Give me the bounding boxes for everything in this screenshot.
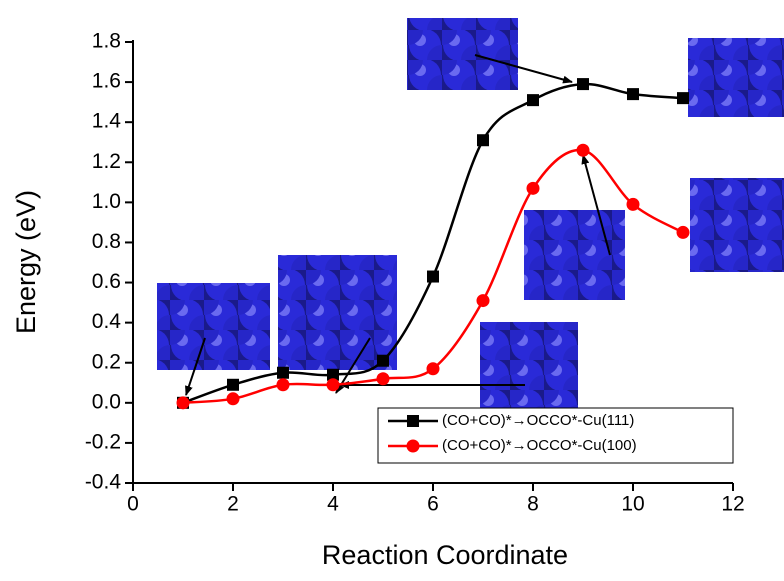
data-point (527, 94, 539, 107)
data-point (476, 294, 490, 308)
data-point (376, 372, 390, 386)
legend-label: (CO+CO)*→OCCO*-Cu(100) (442, 437, 637, 454)
y-tick-label: 1.8 (92, 30, 121, 53)
y-tick-label: 1.6 (92, 70, 121, 93)
x-tick-label: 10 (621, 493, 644, 516)
data-point (627, 88, 639, 101)
data-point (326, 378, 340, 392)
data-point (526, 181, 540, 195)
arrow (474, 54, 573, 84)
x-tick-label: 12 (721, 493, 744, 516)
x-tick-label: 0 (127, 493, 139, 516)
data-point (276, 378, 290, 392)
y-tick-label: 0.2 (92, 350, 121, 373)
insets (157, 18, 784, 408)
data-point (277, 366, 289, 379)
data-point (477, 134, 489, 147)
legend-label: (CO+CO)*→OCCO*-Cu(111) (442, 412, 634, 429)
y-axis-label: Energy (eV) (11, 190, 41, 334)
inset-image (407, 18, 518, 90)
data-point (677, 92, 689, 105)
y-tick-label: 0.6 (92, 270, 121, 293)
data-point (227, 378, 239, 391)
data-point (377, 354, 389, 367)
y-tick-label: -0.4 (85, 471, 122, 494)
inset-image (688, 38, 784, 117)
y-tick-label: 0.4 (92, 310, 122, 333)
data-point (327, 368, 339, 381)
legend-box (377, 407, 734, 464)
inset-image (278, 255, 397, 370)
data-point (577, 78, 589, 91)
x-tick-label: 8 (527, 493, 539, 516)
x-tick-label: 4 (327, 493, 339, 516)
y-tick-label: 0.0 (92, 390, 121, 413)
arrow (581, 154, 611, 256)
data-point (676, 225, 690, 239)
x-tick-label: 6 (427, 493, 439, 516)
data-point (176, 396, 190, 410)
inset-image (524, 210, 625, 300)
y-tick-label: 1.2 (92, 150, 121, 173)
y-tick-label: 1.4 (92, 110, 122, 133)
y-tick-label: -0.2 (85, 430, 121, 453)
inset-image (690, 178, 784, 272)
arrow (185, 337, 206, 396)
data-point (576, 143, 590, 157)
inset-image (480, 322, 578, 408)
data-point (226, 392, 240, 406)
arrows (185, 54, 611, 396)
inset-image (157, 283, 270, 370)
y-tick-label: 0.8 (92, 230, 121, 253)
series-line (182, 82, 684, 404)
legend-marker (406, 439, 420, 453)
legend-marker (407, 415, 419, 427)
data-point (626, 197, 640, 211)
data-point (427, 270, 439, 283)
data-point (426, 362, 440, 376)
x-axis-label: Reaction Coordinate (322, 540, 568, 570)
x-tick-label: 2 (227, 493, 239, 516)
y-tick-label: 1.0 (92, 190, 121, 213)
